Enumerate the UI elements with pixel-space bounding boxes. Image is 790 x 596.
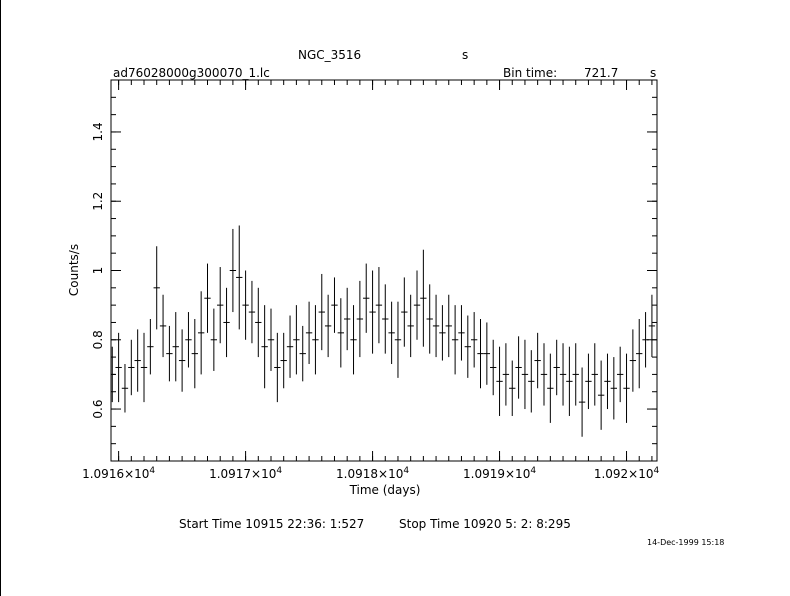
bin-time-value: 721.7 (584, 66, 619, 80)
y-tick-label: 0.6 (91, 399, 105, 418)
object-suffix: s (462, 48, 469, 62)
x-tick-label: 1.0916×104 (82, 466, 155, 481)
start-time: Start Time 10915 22:36: 1:527 (179, 517, 365, 531)
y-tick-label: 1.4 (91, 122, 105, 141)
left-border (0, 0, 1, 596)
bin-time-label: Bin time: (503, 66, 558, 80)
plot-frame (110, 79, 658, 462)
y-tick-label: 0.8 (91, 330, 105, 349)
y-tick-label: 1.2 (91, 192, 105, 211)
x-tick-label: 1.092×104 (594, 466, 660, 481)
x-tick-labels: 1.0916×104 1.0917×104 1.0918×104 1.0919×104… (82, 466, 659, 481)
x-axis-label: Time (days) (349, 483, 421, 497)
x-tick-label: 1.0919×104 (463, 466, 536, 481)
date-stamp: 14-Dec-1999 15:18 (647, 538, 725, 547)
axis-ticks (111, 80, 657, 461)
y-axis-label: Counts/s (67, 244, 81, 296)
y-tick-label: 1 (91, 267, 105, 275)
file-name: ad76028000g300070_1.lc (113, 66, 270, 80)
stop-time: Stop Time 10920 5: 2: 8:295 (399, 517, 571, 531)
x-tick-label: 1.0917×104 (209, 466, 282, 481)
bin-time-unit: s (650, 66, 657, 80)
data-series (111, 225, 656, 437)
y-tick-labels: 0.6 0.8 1 1.2 1.4 (91, 122, 105, 418)
object-name: NGC_3516 (298, 48, 362, 62)
x-tick-label: 1.0918×104 (336, 466, 409, 481)
